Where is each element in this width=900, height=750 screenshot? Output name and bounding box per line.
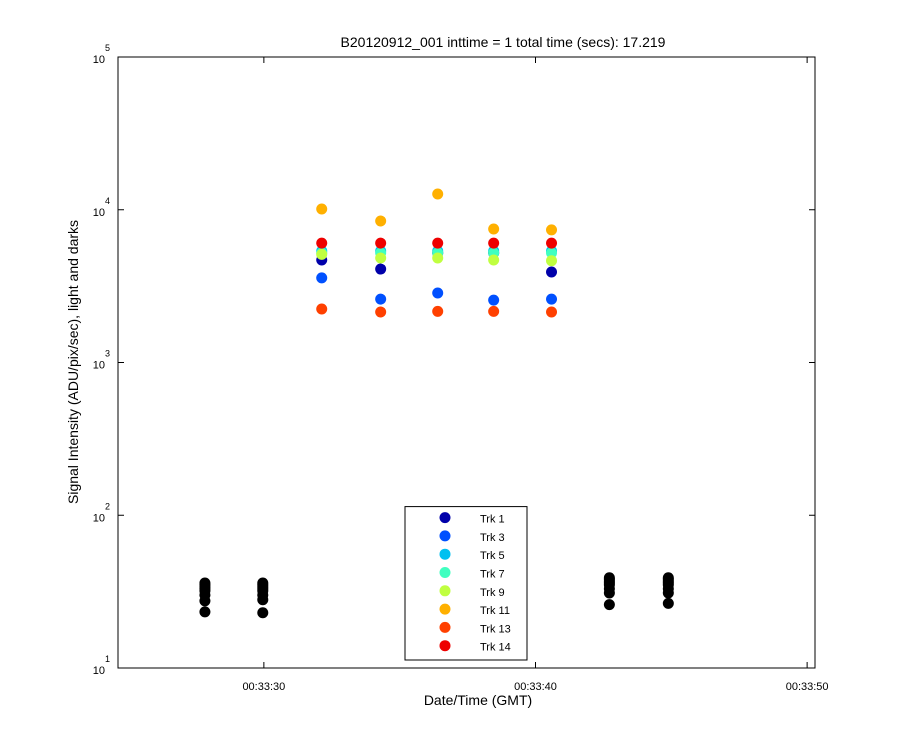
legend-label: Trk 9 — [480, 587, 505, 599]
point — [199, 595, 211, 607]
point — [316, 248, 328, 260]
y-tick-label: 104 — [93, 196, 110, 219]
point — [546, 247, 558, 259]
point — [375, 263, 387, 275]
legend-label: Trk 14 — [480, 642, 511, 654]
legend-label: Trk 13 — [480, 623, 511, 635]
point — [199, 606, 211, 618]
y-tick-exponent: 1 — [105, 654, 110, 664]
point — [432, 287, 444, 299]
legend-label: Trk 3 — [480, 532, 505, 544]
legend-label: Trk 5 — [480, 550, 505, 562]
y-tick-label: 105 — [93, 43, 110, 66]
legend-marker — [439, 548, 451, 560]
point — [546, 255, 558, 267]
point — [316, 303, 328, 315]
legend-marker — [439, 640, 451, 652]
y-tick-base: 10 — [93, 512, 105, 524]
point — [546, 237, 558, 249]
y-tick-exponent: 4 — [105, 196, 110, 206]
point — [488, 305, 500, 317]
y-tick-base: 10 — [93, 665, 105, 677]
x-tick-label: 00:33:30 — [242, 681, 285, 693]
chart-title: B20120912_001 inttime = 1 total time (se… — [341, 34, 666, 50]
point — [375, 252, 387, 264]
legend-marker — [439, 621, 451, 633]
point — [662, 597, 674, 609]
y-tick-label: 102 — [93, 501, 110, 524]
point — [546, 266, 558, 278]
y-tick-base: 10 — [93, 360, 105, 372]
point — [488, 294, 500, 306]
x-axis-label: Date/Time (GMT) — [424, 692, 532, 708]
legend-marker — [439, 567, 451, 578]
legend-marker — [439, 512, 451, 524]
y-tick-exponent: 2 — [105, 501, 110, 511]
point — [257, 607, 269, 619]
legend-label: Trk 11 — [480, 605, 510, 617]
y-axis-label: Signal Intensity (ADU/pix/sec), light an… — [65, 220, 81, 504]
legend-label: Trk 1 — [480, 514, 505, 526]
y-tick-label: 101 — [93, 654, 110, 677]
point — [257, 594, 269, 606]
point — [603, 587, 615, 599]
legend-box — [404, 506, 528, 661]
y-tick-exponent: 5 — [105, 43, 110, 53]
y-tick-base: 10 — [93, 207, 105, 219]
point — [488, 237, 500, 249]
point — [488, 223, 500, 235]
point — [316, 237, 328, 249]
point — [375, 237, 387, 249]
point — [603, 599, 615, 611]
y-tick-label: 103 — [93, 349, 110, 372]
legend-marker — [439, 530, 451, 542]
x-tick-label: 00:33:50 — [786, 681, 829, 693]
y-tick-base: 10 — [93, 54, 105, 66]
point — [375, 306, 387, 318]
point — [316, 203, 328, 215]
point — [375, 215, 387, 227]
point — [662, 587, 674, 599]
point — [432, 252, 444, 264]
legend-marker — [439, 603, 451, 615]
legend-marker — [439, 585, 451, 597]
point — [432, 305, 444, 317]
point — [546, 293, 558, 305]
point — [546, 306, 558, 318]
point — [316, 272, 328, 284]
point — [488, 254, 500, 266]
point — [432, 188, 444, 200]
legend-label: Trk 7 — [480, 569, 505, 581]
x-tick-label: 00:33:40 — [514, 681, 557, 693]
point — [375, 293, 387, 305]
point — [432, 237, 444, 249]
y-tick-exponent: 3 — [105, 349, 110, 359]
point — [546, 224, 558, 236]
